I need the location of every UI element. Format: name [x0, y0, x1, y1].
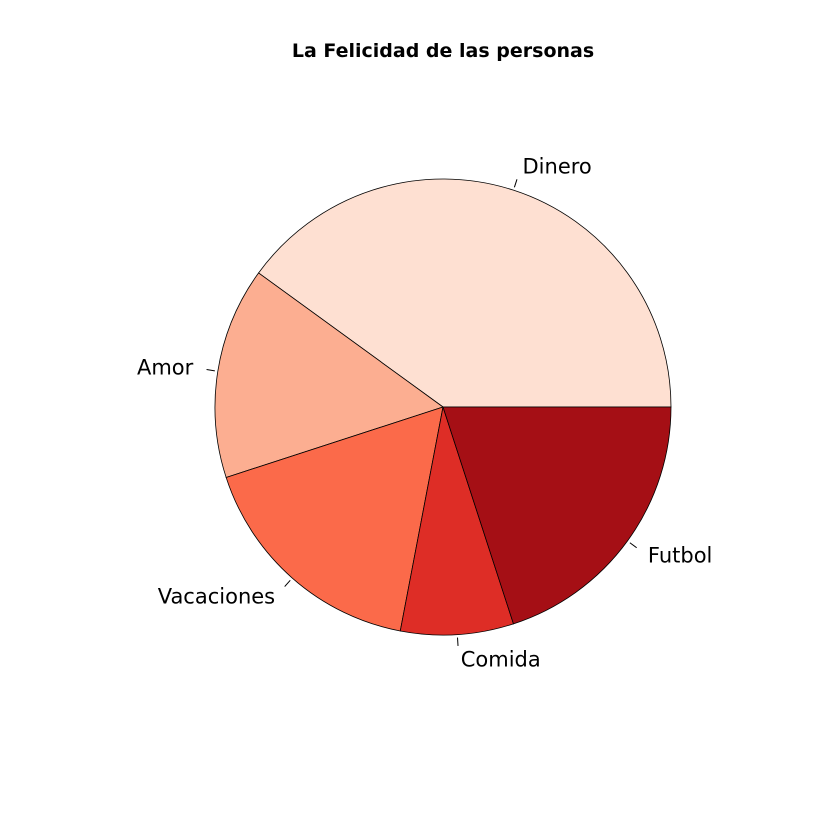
pie-slices [214, 178, 672, 636]
slice-label-futbol: Futbol [648, 544, 713, 568]
leader-line-futbol [629, 542, 637, 549]
leader-line-comida [457, 637, 459, 646]
leader-line-amor [206, 369, 215, 372]
pie-labels: Dinero Amor Vacaciones Comida Futbol [137, 155, 712, 672]
chart-title: La Felicidad de las personas [292, 40, 594, 62]
slice-label-dinero: Dinero [523, 155, 592, 179]
pie-slice-comida [399, 406, 514, 636]
pie-slice-dinero [257, 178, 672, 408]
slice-label-amor: Amor [137, 355, 194, 379]
slice-label-comida: Comida [461, 647, 541, 671]
slice-label-vacaciones: Vacaciones [158, 585, 275, 609]
pie-slice-futbol [442, 406, 672, 625]
pie-slice-vacaciones [225, 406, 444, 632]
pie-slice-amor [214, 272, 444, 478]
leader-line-dinero [513, 179, 518, 188]
leader-line-vacaciones [284, 579, 291, 587]
